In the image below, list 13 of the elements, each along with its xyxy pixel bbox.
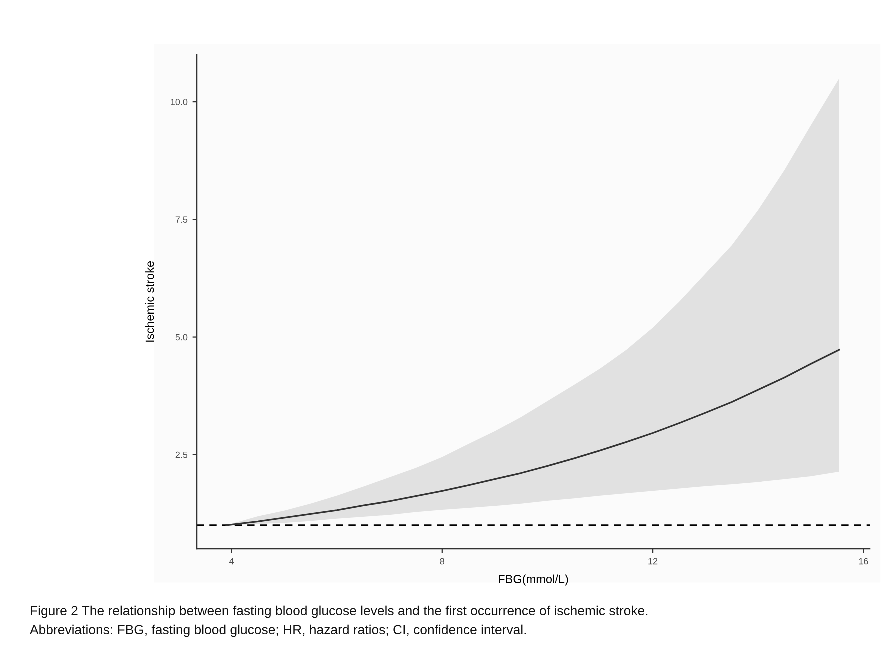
line-series	[226, 349, 840, 526]
text: Abbreviations: FBG, fasting blood glucose; HR, hazard ratios; CI, confidence interval.	[30, 624, 526, 638]
x-axis-title: FBG(mmol/L)	[499, 574, 568, 586]
y-axis-title: Ischemic stroke	[146, 262, 154, 342]
y-tick-label: 5.0	[176, 334, 188, 341]
y-tick-label: 10.0	[171, 99, 188, 106]
x-tick-label: 16	[859, 558, 868, 565]
x-tick-label: 4	[229, 558, 234, 565]
x-tick-label: 12	[648, 558, 658, 565]
x-tick-label: 8	[440, 558, 445, 565]
y-tick-label: 2.5	[176, 452, 188, 458]
caption: Figure 2 The relationship between fasting blood glucose levels and the first occurrence of ischemic stroke.	[31, 606, 648, 618]
y-tick-label: 7.5	[176, 216, 188, 224]
